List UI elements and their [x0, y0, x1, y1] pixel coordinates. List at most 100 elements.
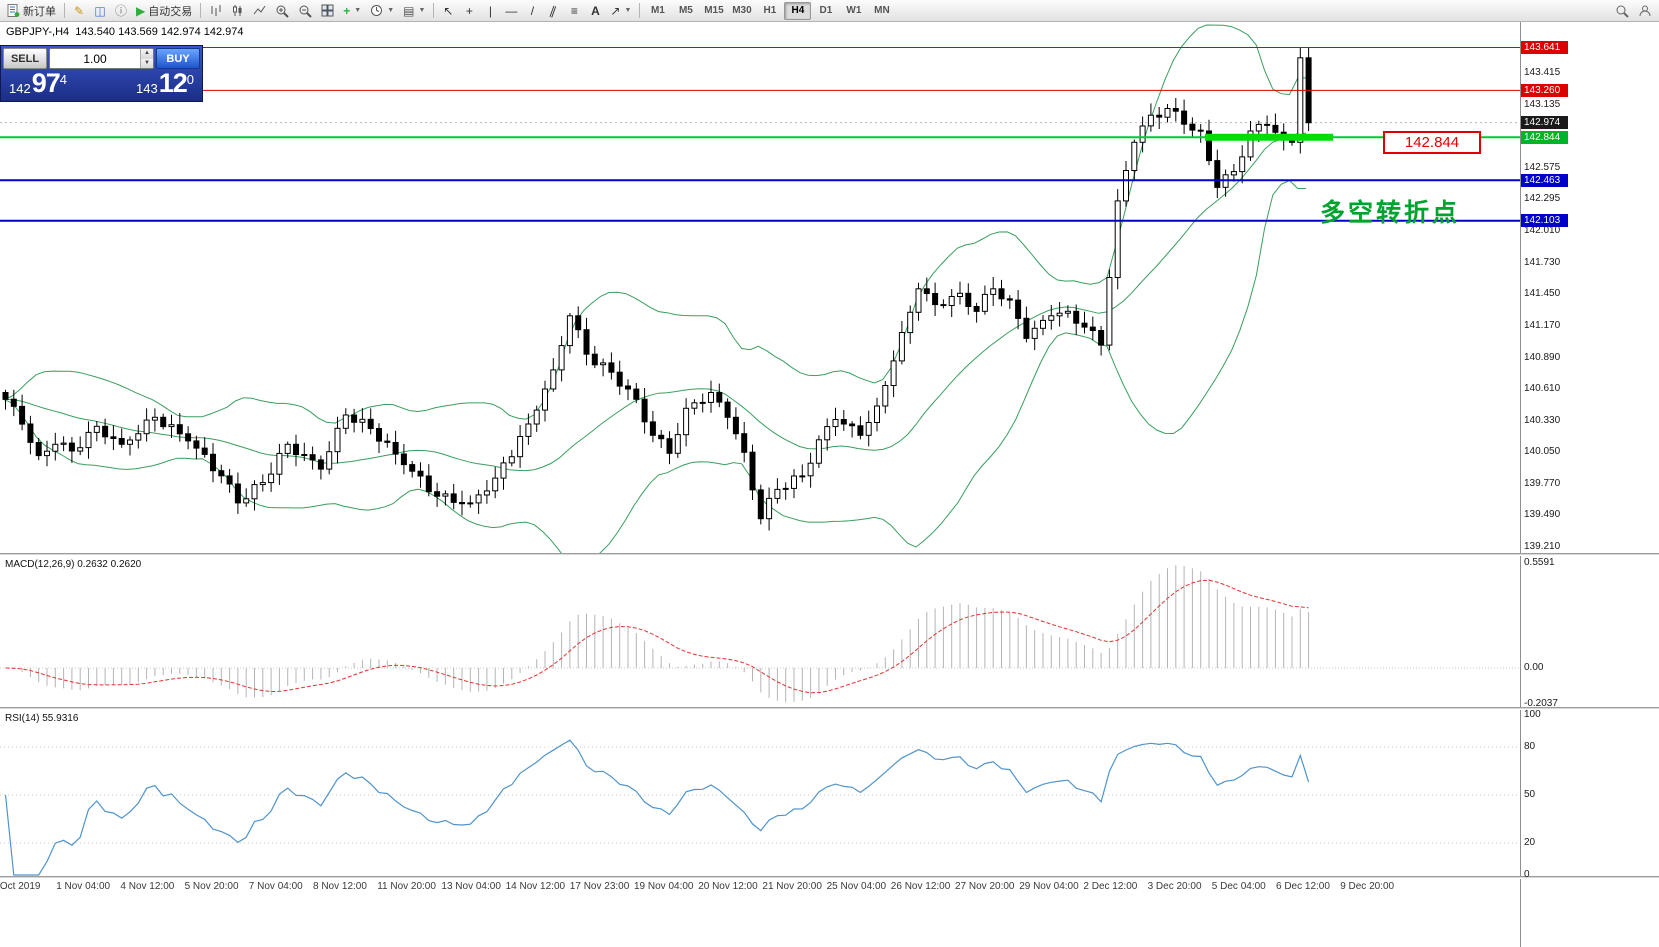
timeframe-m15-button[interactable]: M15: [704, 5, 724, 16]
rsi-tick: 0: [1524, 869, 1530, 880]
autotrading-button[interactable]: ▶ 自动交易: [132, 1, 196, 21]
time-label: 29 Nov 04:00: [1019, 881, 1079, 892]
macd-tick: 0.00: [1524, 662, 1544, 673]
new-order-button[interactable]: 新订单: [3, 1, 60, 21]
price-badge: 142.103: [1521, 214, 1568, 228]
timeframe-h4-button[interactable]: H4: [784, 1, 812, 20]
panel-splitter[interactable]: [0, 553, 1659, 556]
one-click-trading-panel: SELL ▲ ▼ BUY 142 97 4 143 12 0: [0, 45, 203, 102]
price-level-annotation[interactable]: 142.844: [1383, 131, 1481, 154]
horizontal-line-icon[interactable]: —: [505, 3, 518, 18]
lot-size-input[interactable]: [50, 49, 140, 68]
pivot-point-annotation[interactable]: 多空转折点: [1320, 199, 1461, 227]
timeframe-m5-button[interactable]: M5: [678, 5, 693, 16]
community-icon[interactable]: [1634, 1, 1656, 21]
time-label: 8 Nov 12:00: [313, 881, 367, 892]
vertical-line-icon[interactable]: |: [488, 3, 492, 18]
candlestick-chart-icon[interactable]: [227, 1, 248, 21]
price-tick: 140.330: [1524, 414, 1561, 426]
time-label: 17 Nov 23:00: [569, 881, 630, 892]
terminal-icon[interactable]: ◫: [94, 3, 106, 18]
price-tick: 143.415: [1524, 66, 1561, 78]
price-tick: 141.170: [1524, 319, 1561, 331]
time-label: 13 Nov 04:00: [441, 881, 501, 892]
price-tick: 139.210: [1524, 540, 1561, 552]
buy-button[interactable]: BUY: [156, 48, 200, 69]
bar-chart-icon[interactable]: [205, 1, 226, 21]
chevron-down-icon: ▼: [624, 7, 632, 14]
lot-size-stepper: ▲ ▼: [140, 49, 153, 68]
macd-tick: 0.5591: [1524, 556, 1555, 568]
rsi-panel[interactable]: [0, 710, 1520, 876]
fibonacci-icon[interactable]: ≡: [570, 3, 578, 18]
news-icon[interactable]: ⓘ: [115, 3, 128, 18]
timeframe-d1-button[interactable]: D1: [819, 5, 833, 16]
line-chart-icon[interactable]: [249, 1, 270, 21]
toolbar-separator: [639, 3, 641, 18]
chevron-down-icon: ▼: [387, 7, 395, 14]
zoom-in-icon[interactable]: [271, 1, 293, 21]
toolbar: 新订单 ✎ ◫ ⓘ ▶ 自动交易 + ▼ ▼ ▤ ▼ ↖ + | — / ∥ ≡ A…: [0, 0, 1659, 22]
time-label: 9 Dec 20:00: [1340, 881, 1395, 892]
price-badge: 142.844: [1521, 130, 1568, 144]
autotrading-play-icon: ▶: [136, 3, 146, 18]
metaeditor-icon[interactable]: ✎: [73, 3, 85, 18]
crosshair-icon[interactable]: +: [465, 3, 473, 18]
templates-icon[interactable]: ▤ ▼: [403, 3, 426, 18]
sell-button[interactable]: SELL: [3, 48, 47, 69]
price-badge: 142.974: [1521, 116, 1568, 130]
toolbar-separator: [64, 3, 65, 18]
price-tick: 141.730: [1524, 256, 1561, 268]
timeframe-mn-button[interactable]: MN: [874, 5, 890, 16]
price-chart[interactable]: [0, 22, 1520, 553]
time-label: 7 Nov 04:00: [248, 881, 303, 892]
time-label: 26 Nov 12:00: [890, 881, 951, 892]
toolbar-separator: [200, 3, 202, 18]
rsi-tick: 100: [1524, 709, 1541, 720]
tile-windows-icon[interactable]: [317, 1, 338, 21]
rsi-label: RSI(14) 55.9316: [5, 713, 79, 724]
rsi-tick: 80: [1524, 741, 1536, 752]
price-tick: 140.050: [1524, 446, 1561, 458]
trendline-icon[interactable]: /: [530, 3, 535, 18]
lot-down-icon[interactable]: ▼: [141, 58, 153, 68]
time-label: 5 Dec 04:00: [1211, 881, 1266, 892]
price-tick: 139.490: [1524, 509, 1561, 521]
time-label: 21 Nov 20:00: [762, 881, 822, 892]
arrows-icon[interactable]: ↗ ▼: [610, 3, 632, 18]
chevron-down-icon: ▼: [354, 7, 362, 14]
time-label: 5 Nov 20:00: [184, 881, 239, 892]
indicators-icon[interactable]: + ▼: [343, 3, 362, 18]
timeframe-m30-button[interactable]: M30: [732, 5, 752, 16]
new-order-label: 新订单: [23, 5, 56, 18]
text-icon[interactable]: A: [591, 3, 600, 18]
bid-price: 142 97 4: [9, 68, 67, 98]
time-label: 30 Oct 2019: [0, 881, 41, 892]
autotrading-label: 自动交易: [148, 5, 193, 18]
macd-panel[interactable]: [0, 556, 1520, 707]
macd-tick: -0.2037: [1524, 698, 1558, 709]
zoom-out-icon[interactable]: [294, 1, 316, 21]
periods-icon[interactable]: ▼: [366, 1, 398, 21]
time-label: 1 Nov 04:00: [56, 881, 111, 892]
timeframe-w1-button[interactable]: W1: [846, 5, 862, 16]
time-label: 27 Nov 20:00: [955, 881, 1015, 892]
timeframe-m1-button[interactable]: M1: [650, 5, 665, 16]
price-badge: 143.260: [1521, 83, 1568, 97]
equidistant-channel-icon[interactable]: ∥: [548, 2, 559, 19]
price-tick: 142.010: [1524, 225, 1561, 237]
search-icon[interactable]: [1611, 1, 1633, 21]
timeframe-h1-button[interactable]: H1: [763, 5, 777, 16]
time-label: 6 Dec 12:00: [1276, 881, 1330, 892]
price-tick: 140.610: [1524, 383, 1561, 395]
price-badge: 143.641: [1521, 41, 1568, 54]
macd-label: MACD(12,26,9) 0.2632 0.2620: [5, 559, 142, 570]
price-tick: 139.770: [1524, 477, 1561, 489]
panel-splitter[interactable]: [0, 707, 1659, 710]
price-tick: 140.890: [1524, 351, 1561, 363]
price-tick: 143.135: [1524, 98, 1561, 110]
price-badge: 142.463: [1521, 173, 1568, 187]
cursor-icon[interactable]: ↖: [443, 3, 454, 18]
lot-up-icon[interactable]: ▲: [141, 49, 153, 59]
